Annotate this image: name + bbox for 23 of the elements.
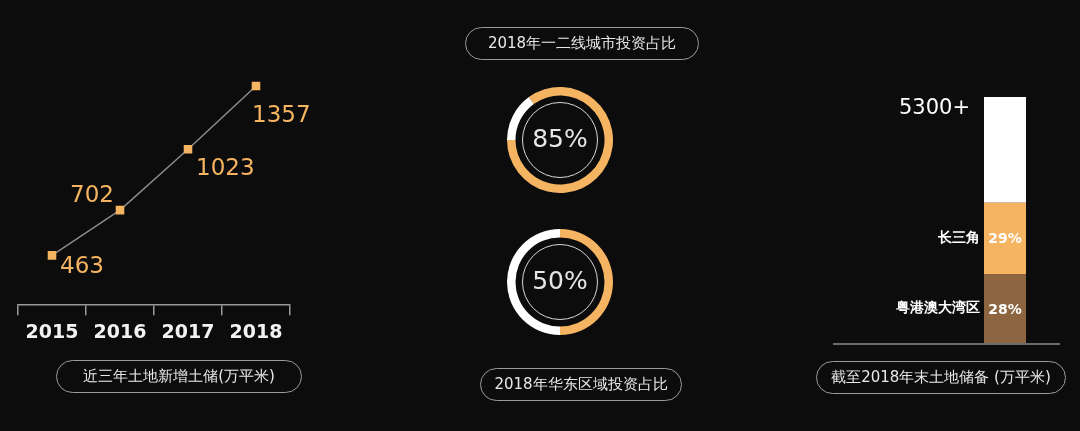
data-label: 28%: [988, 300, 1022, 317]
x-tick-label: 2015: [25, 319, 79, 342]
x-tick-label: 2016: [93, 319, 147, 342]
point: [47, 251, 57, 260]
point: [251, 81, 261, 91]
point: [183, 145, 193, 154]
text: 截至2018年末土地储备 (万平米): [816, 361, 1066, 394]
point: [115, 205, 125, 215]
series-label: 粤港澳大湾区: [895, 299, 980, 316]
series-label: 长三角: [937, 229, 980, 246]
data-label: 1357: [252, 101, 311, 127]
data-label: 85%: [532, 123, 588, 153]
data-label: 1023: [196, 154, 255, 181]
data-label: 50%: [532, 265, 588, 295]
data-label: 702: [70, 181, 114, 208]
total-label: 5300+: [898, 95, 970, 120]
x-tick-label: 2018: [229, 319, 283, 342]
text: 近三年土地新增土储(万平米): [56, 360, 302, 393]
data-label: 29%: [988, 230, 1022, 247]
text: 2018年华东区域投资占比: [480, 368, 682, 401]
x-tick-label: 2017: [161, 319, 215, 342]
chart-title: 2018年一二线城市投资占比: [465, 27, 699, 60]
data-label: 463: [60, 252, 104, 279]
